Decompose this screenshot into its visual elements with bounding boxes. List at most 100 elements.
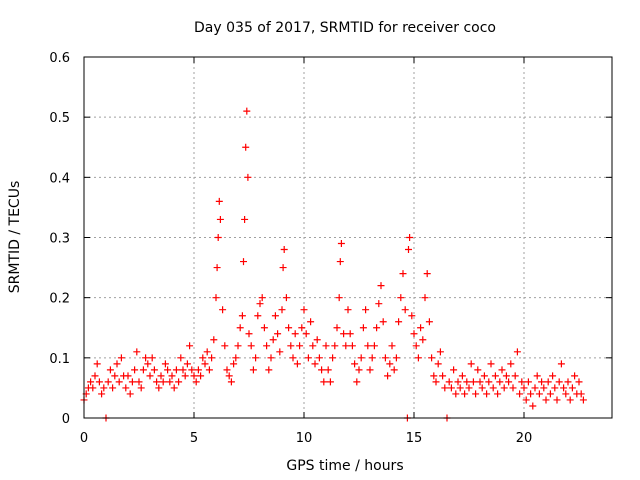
data-point <box>496 378 504 386</box>
x-tick-label: 15 <box>406 431 423 446</box>
data-point <box>386 360 394 368</box>
data-point <box>188 366 196 374</box>
data-point <box>271 312 279 320</box>
y-tick-label: 0.1 <box>49 352 70 367</box>
x-axis-label: GPS time / hours <box>286 458 403 474</box>
data-point <box>98 390 106 398</box>
data-point <box>401 306 409 314</box>
data-point <box>111 372 119 380</box>
data-point <box>106 366 114 374</box>
data-point <box>540 384 548 392</box>
data-point <box>465 384 473 392</box>
data-point <box>557 360 565 368</box>
data-point <box>458 372 466 380</box>
data-point <box>412 342 420 350</box>
data-point <box>485 378 493 386</box>
y-tick-label: 0.6 <box>49 51 70 66</box>
data-point <box>197 372 205 380</box>
data-point <box>322 342 330 350</box>
data-point <box>445 378 453 386</box>
data-point <box>375 300 383 308</box>
data-point <box>487 360 495 368</box>
data-point <box>307 318 315 326</box>
data-point <box>469 378 477 386</box>
data-point <box>241 215 249 223</box>
data-point <box>279 264 287 272</box>
data-point <box>461 390 469 398</box>
data-point <box>467 360 475 368</box>
data-point <box>175 378 183 386</box>
data-point <box>529 402 537 410</box>
data-point <box>428 354 436 362</box>
data-point <box>538 378 546 386</box>
data-point <box>223 366 231 374</box>
data-point <box>564 378 572 386</box>
data-point <box>213 264 221 272</box>
data-point <box>575 378 583 386</box>
data-point <box>491 372 499 380</box>
data-point <box>553 396 561 404</box>
plot-frame <box>83 56 613 419</box>
data-point <box>546 390 554 398</box>
data-point <box>333 324 341 332</box>
data-point <box>267 354 275 362</box>
data-point <box>208 354 216 362</box>
axis-ticks <box>83 56 612 419</box>
data-point <box>244 173 252 181</box>
data-point <box>249 366 257 374</box>
data-point <box>302 330 310 338</box>
data-point <box>278 306 286 314</box>
data-point <box>199 354 207 362</box>
data-point <box>212 294 220 302</box>
data-point <box>344 306 352 314</box>
data-point <box>100 384 108 392</box>
data-point <box>474 366 482 374</box>
data-point <box>142 354 150 362</box>
data-point <box>293 360 301 368</box>
data-point <box>392 354 400 362</box>
x-tick-label: 20 <box>516 431 533 446</box>
data-point <box>139 366 147 374</box>
data-point <box>157 372 165 380</box>
data-point <box>285 324 293 332</box>
data-point <box>498 366 506 374</box>
data-point <box>243 107 251 115</box>
data-point <box>511 372 519 380</box>
data-point <box>566 396 574 404</box>
data-point <box>500 384 508 392</box>
data-point <box>355 366 363 374</box>
data-point <box>432 378 440 386</box>
data-point <box>423 270 431 278</box>
data-point <box>263 342 271 350</box>
data-point <box>133 348 141 356</box>
data-point <box>205 366 213 374</box>
data-point <box>381 354 389 362</box>
data-point <box>366 366 374 374</box>
data-point <box>194 366 202 374</box>
data-point <box>252 354 260 362</box>
data-point <box>331 342 339 350</box>
data-point <box>221 342 229 350</box>
data-point <box>520 384 528 392</box>
data-point <box>568 384 576 392</box>
data-point <box>298 324 306 332</box>
data-point <box>238 312 246 320</box>
data-point <box>417 324 425 332</box>
data-point <box>419 336 427 344</box>
data-point <box>395 318 403 326</box>
x-tick-label: 10 <box>296 431 313 446</box>
data-point <box>571 372 579 380</box>
data-point <box>353 378 361 386</box>
data-point <box>276 348 284 356</box>
x-tick-label: 0 <box>80 431 88 446</box>
data-point <box>225 372 233 380</box>
data-point <box>227 378 235 386</box>
data-point <box>95 378 103 386</box>
data-point <box>408 312 416 320</box>
data-point <box>240 258 247 266</box>
data-point <box>388 342 396 350</box>
data-point <box>215 197 223 205</box>
data-point <box>234 342 242 350</box>
data-point <box>414 354 422 362</box>
